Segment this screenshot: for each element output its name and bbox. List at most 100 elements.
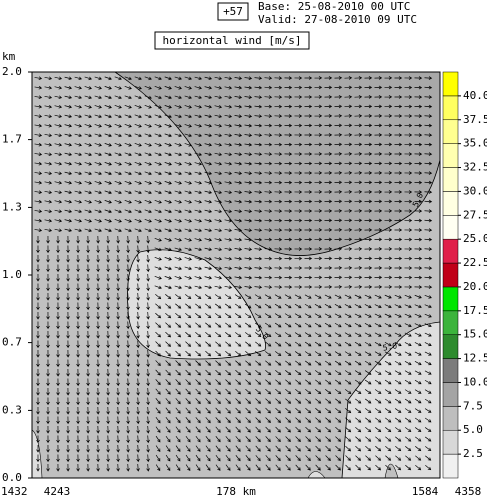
wind-arrow — [136, 321, 140, 330]
wind-arrow — [245, 360, 252, 366]
wind-arrow — [244, 171, 253, 175]
wind-arrow — [384, 228, 393, 232]
wind-arrow — [36, 406, 40, 415]
wind-arrow — [254, 266, 263, 270]
wind-arrow — [94, 162, 102, 166]
wind-arrow — [414, 294, 422, 299]
wind-arrow — [106, 330, 110, 339]
wind-arrow — [324, 218, 333, 223]
wind-arrow — [134, 85, 142, 90]
wind-arrow — [425, 446, 432, 452]
wind-arrow — [124, 114, 132, 119]
wind-arrow — [225, 407, 231, 414]
colorbar-label: 17.5 — [463, 304, 487, 317]
wind-arrow — [194, 257, 203, 261]
wind-arrow — [364, 123, 373, 128]
colorbar-label: 5.0 — [463, 423, 483, 436]
wind-arrow — [355, 436, 362, 442]
wind-arrow — [394, 370, 402, 375]
wind-arrow — [384, 266, 393, 270]
wind-arrow — [284, 322, 292, 328]
wind-arrow — [36, 264, 40, 273]
wind-arrow — [374, 247, 383, 251]
wind-arrow — [374, 76, 383, 80]
wind-arrow — [274, 294, 282, 299]
wind-arrow — [414, 142, 423, 147]
wind-arrow — [264, 322, 272, 328]
wind-arrow — [104, 95, 112, 100]
wind-arrow — [294, 152, 303, 156]
wind-arrow — [304, 256, 313, 261]
wind-arrow — [106, 387, 110, 396]
wind-arrow — [106, 292, 110, 301]
wind-arrow — [116, 416, 120, 425]
wind-arrow — [304, 313, 312, 318]
wind-arrow — [424, 342, 432, 347]
wind-arrow — [244, 123, 253, 128]
wind-arrow — [314, 171, 323, 175]
wind-arrow — [204, 209, 213, 214]
wind-arrow — [214, 86, 223, 90]
wind-arrow — [54, 124, 63, 128]
wind-arrow — [134, 171, 142, 176]
wind-arrow — [184, 266, 192, 271]
wind-arrow — [374, 266, 383, 270]
wind-arrow — [144, 85, 152, 90]
wind-arrow — [106, 311, 110, 320]
wind-arrow — [374, 142, 383, 147]
wind-arrow — [204, 124, 213, 128]
wind-arrow — [314, 303, 322, 309]
wind-arrow — [255, 341, 262, 347]
wind-arrow — [154, 123, 162, 128]
wind-arrow — [56, 235, 60, 244]
colorbar-swatch — [442, 358, 459, 383]
wind-arrow — [134, 199, 142, 204]
wind-arrow — [295, 417, 302, 423]
wind-arrow — [275, 379, 282, 385]
wind-arrow — [424, 313, 432, 318]
wind-arrow — [304, 332, 312, 337]
wind-arrow — [325, 445, 331, 452]
wind-arrow — [424, 114, 433, 118]
wind-arrow — [234, 85, 243, 90]
wind-arrow — [244, 209, 253, 213]
chart-title: horizontal wind [m/s] — [162, 34, 301, 47]
wind-arrow — [414, 161, 423, 166]
wind-arrow — [96, 349, 100, 358]
wind-arrow — [334, 237, 343, 242]
wind-arrow — [74, 152, 83, 157]
wind-arrow — [255, 388, 262, 395]
wind-arrow — [215, 360, 222, 366]
wind-arrow — [204, 105, 213, 109]
wind-arrow — [224, 76, 233, 80]
wind-arrow — [235, 369, 242, 376]
wind-arrow — [164, 209, 172, 214]
wind-arrow — [284, 161, 293, 166]
wind-arrow — [404, 389, 412, 394]
wind-arrow — [424, 285, 433, 289]
wind-arrow — [146, 302, 150, 311]
wind-arrow — [354, 398, 362, 404]
wind-arrow — [76, 416, 80, 425]
wind-arrow — [344, 237, 353, 242]
wind-arrow — [344, 313, 352, 318]
wind-arrow — [345, 408, 352, 414]
wind-arrow — [214, 105, 223, 109]
wind-arrow — [205, 388, 211, 395]
wind-arrow — [394, 133, 403, 137]
wind-arrow — [274, 256, 283, 261]
wind-arrow — [154, 266, 162, 271]
wind-arrow — [275, 398, 282, 404]
wind-arrow — [324, 85, 333, 90]
wind-arrow — [224, 199, 233, 204]
wind-arrow — [424, 133, 433, 137]
wind-arrow — [195, 322, 202, 328]
wind-arrow — [164, 247, 172, 252]
wind-arrow — [244, 85, 253, 90]
wind-arrow — [394, 123, 403, 128]
wind-arrow — [364, 332, 372, 337]
wind-arrow — [224, 104, 233, 109]
wind-arrow — [394, 95, 403, 99]
wind-arrow — [394, 171, 403, 175]
